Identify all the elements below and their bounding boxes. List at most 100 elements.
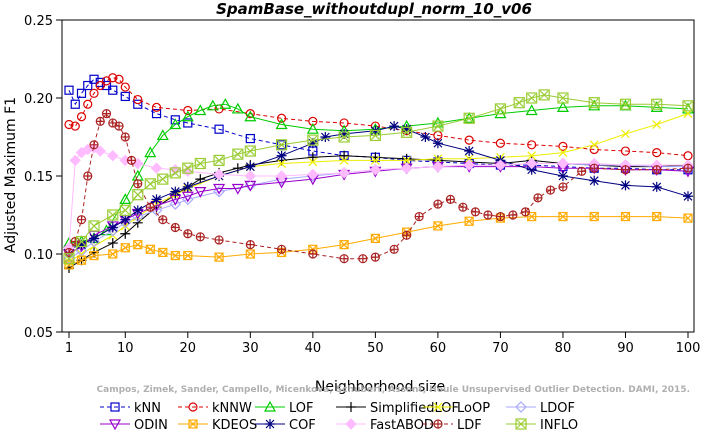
data-point-ldf bbox=[145, 202, 155, 212]
legend-marker-inflo bbox=[515, 418, 527, 430]
legend-marker-simplifiedlof bbox=[346, 402, 356, 412]
data-point-ldf bbox=[245, 240, 255, 250]
legend-entry-cof: COF bbox=[255, 418, 316, 433]
data-point-lof bbox=[306, 122, 319, 134]
data-point-fastabod bbox=[463, 159, 475, 171]
legend-marker-loop bbox=[433, 402, 443, 412]
data-point-cof bbox=[320, 132, 331, 142]
data-point-simplifiedlof bbox=[339, 150, 350, 161]
plot-layer bbox=[62, 73, 695, 274]
data-point-cof bbox=[76, 239, 87, 250]
data-point-knnw bbox=[95, 80, 105, 91]
data-point-loop bbox=[120, 221, 130, 231]
data-point-loop bbox=[402, 155, 412, 165]
data-point-knn bbox=[108, 85, 118, 95]
data-point-odin bbox=[194, 187, 207, 198]
data-point-cof bbox=[276, 150, 287, 161]
data-point-ldf bbox=[589, 163, 599, 173]
data-point-fastabod bbox=[275, 170, 288, 182]
data-point-lof bbox=[156, 129, 169, 141]
data-point-ldf bbox=[402, 230, 412, 240]
data-point-ldf bbox=[533, 193, 543, 203]
data-point-knnw bbox=[70, 121, 80, 131]
data-point-fastabod bbox=[150, 162, 163, 174]
legend-entry-kdeos: KDEOS bbox=[178, 418, 257, 433]
data-point-cof bbox=[151, 194, 162, 205]
data-point-ldf bbox=[495, 211, 506, 222]
data-point-simplifiedlof bbox=[107, 238, 118, 249]
plot-frame bbox=[61, 19, 695, 333]
data-point-kdeos bbox=[64, 260, 74, 270]
data-point-lof bbox=[556, 101, 569, 112]
data-point-loop bbox=[652, 120, 662, 129]
data-point-ldf bbox=[470, 207, 481, 217]
data-point-kdeos bbox=[433, 221, 443, 231]
data-point-lof bbox=[525, 104, 538, 116]
legend-entry-ldf: LDF bbox=[423, 418, 482, 433]
data-point-ldf bbox=[483, 210, 493, 220]
series-line-loop bbox=[68, 113, 689, 263]
x-tick-label: 30 bbox=[242, 341, 259, 356]
data-point-ldf bbox=[433, 199, 443, 209]
data-point-ldf bbox=[83, 171, 93, 181]
data-point-lof bbox=[119, 193, 132, 204]
data-point-knnw bbox=[245, 108, 255, 119]
data-point-inflo bbox=[463, 112, 475, 124]
data-point-loop bbox=[64, 257, 74, 267]
data-point-ldf bbox=[158, 215, 168, 225]
data-point-knnw bbox=[276, 113, 287, 123]
data-point-fastabod bbox=[107, 150, 119, 162]
data-point-inflo bbox=[75, 235, 88, 248]
data-point-loop bbox=[308, 157, 318, 167]
data-point-ldf bbox=[558, 182, 568, 192]
y-tick-label: 0.15 bbox=[24, 170, 53, 185]
data-point-knnw bbox=[527, 140, 537, 150]
data-point-cof bbox=[420, 132, 431, 142]
data-point-kdeos bbox=[76, 255, 87, 265]
data-point-lof bbox=[244, 110, 257, 122]
data-point-odin bbox=[213, 183, 226, 195]
data-point-knn bbox=[83, 80, 93, 91]
data-point-inflo bbox=[619, 98, 632, 110]
data-point-ldf bbox=[183, 229, 193, 239]
data-point-ldf bbox=[520, 207, 531, 217]
series-ldf bbox=[64, 108, 693, 264]
data-point-knnw bbox=[495, 138, 506, 148]
data-point-kdeos bbox=[527, 211, 537, 222]
data-point-knnw bbox=[89, 88, 99, 98]
legend-label-ldf: LDF bbox=[457, 418, 482, 433]
data-point-kdeos bbox=[558, 211, 568, 222]
data-point-fastabod bbox=[400, 162, 413, 174]
data-point-ldf bbox=[370, 252, 380, 262]
data-point-lof bbox=[206, 99, 219, 111]
y-tick-label: 0.10 bbox=[24, 248, 53, 263]
data-point-fastabod bbox=[432, 160, 444, 173]
y-axis-label: Adjusted Maximum F1 bbox=[3, 97, 19, 253]
data-point-ldf bbox=[70, 236, 80, 247]
series-line-knnw bbox=[68, 77, 689, 157]
data-point-lof bbox=[181, 110, 194, 122]
legend-label-simplifiedlof: SimplifiedLOF bbox=[370, 401, 459, 416]
data-point-knnw bbox=[620, 146, 631, 156]
data-point-knnw bbox=[64, 119, 74, 130]
data-point-loop bbox=[527, 151, 537, 161]
y-tick-label: 0.20 bbox=[24, 92, 53, 107]
data-point-ldf bbox=[170, 222, 180, 233]
legend-marker-ldf bbox=[433, 419, 443, 429]
watermark: Campos, Zimek, Sander, Campello, Micenko… bbox=[97, 385, 690, 395]
series-lof bbox=[62, 98, 695, 248]
series-knnw bbox=[64, 73, 693, 161]
data-point-cof bbox=[307, 138, 318, 149]
legend-marker-knnw bbox=[188, 402, 198, 412]
data-point-knn bbox=[101, 80, 112, 91]
data-point-odin bbox=[181, 191, 194, 203]
data-point-cof bbox=[107, 222, 118, 233]
data-point-inflo bbox=[401, 126, 413, 138]
data-point-knnw bbox=[683, 151, 693, 161]
legend-label-inflo: INFLO bbox=[540, 418, 578, 433]
data-point-lof bbox=[431, 116, 444, 128]
x-tick-label: 10 bbox=[117, 341, 134, 356]
series-fastabod bbox=[63, 142, 694, 254]
data-point-cof bbox=[620, 180, 631, 191]
